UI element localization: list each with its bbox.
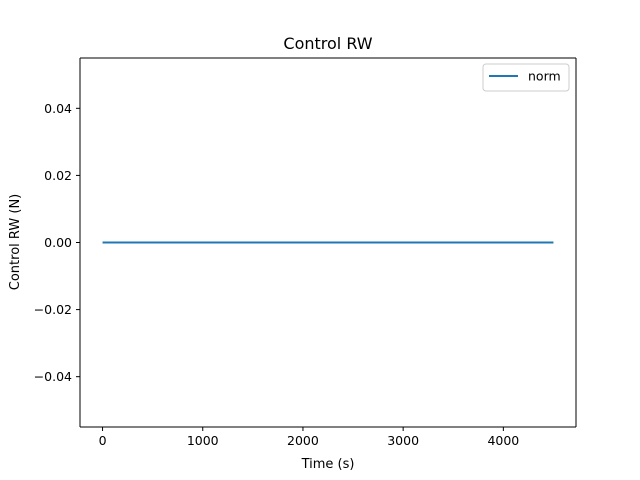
legend-label-norm: norm <box>528 69 561 84</box>
legend-box <box>482 63 570 92</box>
y-tick-label: −0.02 <box>34 302 72 317</box>
y-tick-label: 0.02 <box>44 168 72 183</box>
y-axis-label: Control RW (N) <box>8 194 23 290</box>
y-tick-label: 0.04 <box>44 101 72 116</box>
y-tick-label: 0.00 <box>44 235 72 250</box>
y-tick-label: −0.04 <box>34 369 72 384</box>
chart-title: Control RW <box>283 34 372 53</box>
x-tick-label: 1000 <box>187 433 219 448</box>
x-tick-label: 0 <box>99 433 107 448</box>
y-axis-ticks: −0.04 −0.02 0.00 0.02 0.04 <box>34 101 80 384</box>
x-tick-label: 4000 <box>487 433 519 448</box>
x-axis-ticks: 0 1000 2000 3000 4000 <box>99 427 519 448</box>
x-tick-label: 2000 <box>287 433 319 448</box>
legend: norm <box>482 63 570 92</box>
x-tick-label: 3000 <box>387 433 419 448</box>
x-axis-label: Time (s) <box>301 457 355 472</box>
